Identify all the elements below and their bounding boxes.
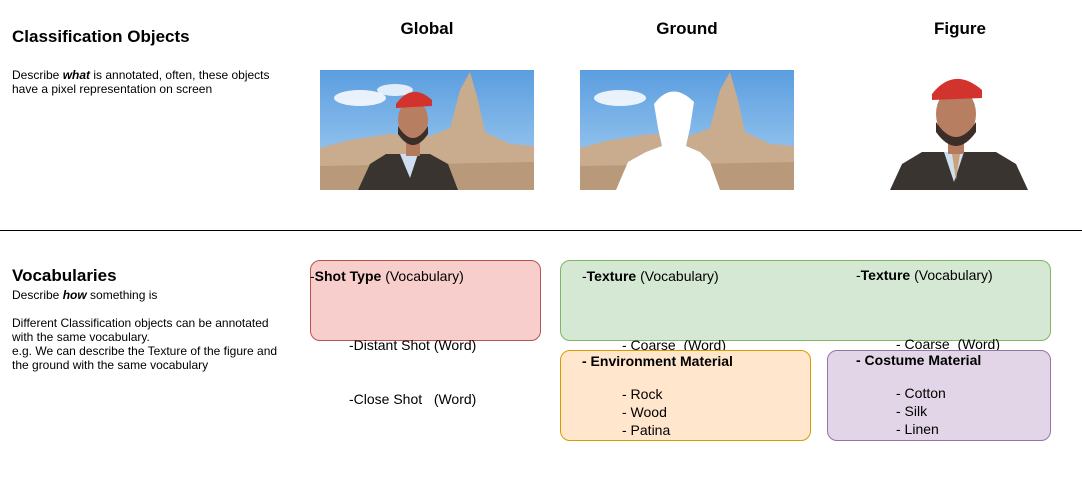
shot-type-item: -Distant Shot (Word) xyxy=(349,337,477,353)
texture-ground-header: -Texture (Vocabulary) xyxy=(582,267,719,285)
costume-material-item: - Linen xyxy=(896,421,939,437)
shot-type-prefix: - xyxy=(310,268,315,284)
classification-desc-pre: Describe xyxy=(12,68,63,82)
texture-figure-prefix: - xyxy=(856,267,861,283)
costume-material-item: - Cotton xyxy=(896,385,946,401)
column-global-heading: Global xyxy=(400,19,454,38)
vocabularies-desc-line3: e.g. We can describe the Texture of the … xyxy=(12,344,278,372)
texture-ground-name: Texture xyxy=(586,268,637,284)
environment-material-item: - Rock xyxy=(622,386,663,402)
texture-figure-name: Texture xyxy=(860,267,911,283)
classification-desc-em: what xyxy=(62,68,91,82)
costume-material-box: - Costume Material - Cotton - Silk - Lin… xyxy=(827,350,1051,441)
costume-material-header: - Costume Material xyxy=(856,352,982,368)
environment-material-box: - Environment Material - Rock - Wood - P… xyxy=(560,350,811,441)
figure-image xyxy=(888,68,1030,190)
vocabularies-desc-pre: Describe xyxy=(12,288,63,302)
vocabularies-desc-line2: Different Classification objects can be … xyxy=(12,316,269,344)
vocabularies-title: Vocabularies xyxy=(12,266,117,285)
classification-desc-post: is annotated, often, these objects have … xyxy=(12,68,270,96)
vocabularies-desc-post: something is xyxy=(86,288,158,302)
vocabularies-desc-em: how xyxy=(62,288,87,302)
shot-type-name: Shot Type xyxy=(314,268,382,284)
texture-ground-item: - Coarse (Word) xyxy=(622,337,726,353)
texture-figure-item: - Coarse (Word) xyxy=(896,336,1000,352)
shot-type-header: -Shot Type (Vocabulary) xyxy=(310,267,464,285)
environment-material-items: - Rock - Wood - Patina xyxy=(622,385,670,439)
classification-description: Describe what is annotated, often, these… xyxy=(12,68,282,96)
environment-material-item: - Wood xyxy=(622,404,667,420)
shot-type-item: -Close Shot (Word) xyxy=(349,391,477,407)
environment-material-item: - Patina xyxy=(622,422,671,438)
texture-figure-suffix: (Vocabulary) xyxy=(910,267,993,283)
classification-title: Classification Objects xyxy=(12,27,190,46)
environment-material-header: - Environment Material xyxy=(582,353,733,369)
shot-type-items: -Distant Shot (Word) -Close Shot (Word) xyxy=(349,300,476,444)
costume-material-items: - Cotton - Silk - Linen xyxy=(896,384,946,438)
texture-figure-header: -Texture (Vocabulary) xyxy=(856,266,993,284)
texture-ground-suffix: (Vocabulary) xyxy=(636,268,719,284)
global-image xyxy=(320,70,534,190)
costume-material-item: - Silk xyxy=(896,403,928,419)
ground-image xyxy=(580,70,794,190)
texture-box: -Texture (Vocabulary) - Coarse (Word) - … xyxy=(560,260,1051,407)
shot-type-box: -Shot Type (Vocabulary) -Distant Shot (W… xyxy=(310,260,541,407)
vocabularies-description: Describe how something is Different Clas… xyxy=(12,288,287,372)
texture-ground-prefix: - xyxy=(582,268,587,284)
column-ground-heading: Ground xyxy=(656,19,718,38)
vocabularies-desc-line1: Describe how something is xyxy=(12,288,287,302)
section-divider xyxy=(0,230,1082,231)
shot-type-suffix: (Vocabulary) xyxy=(381,268,464,284)
column-figure-heading: Figure xyxy=(934,19,986,38)
